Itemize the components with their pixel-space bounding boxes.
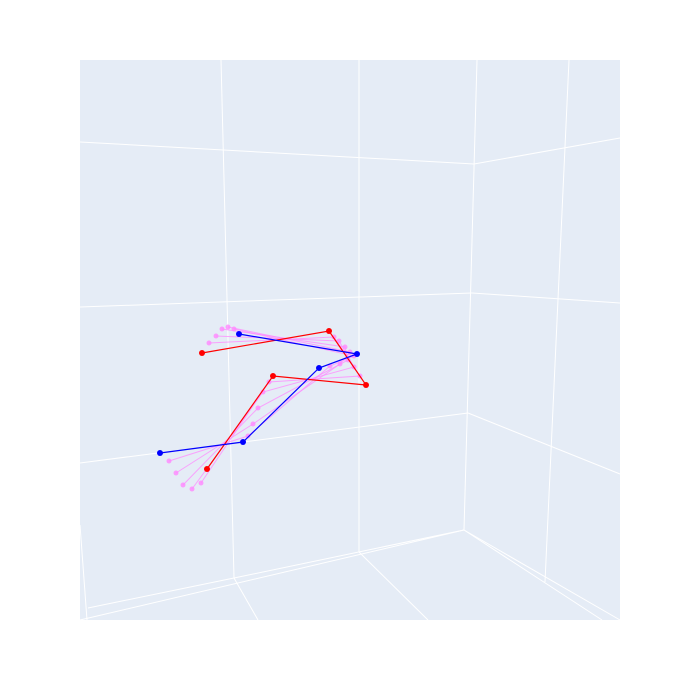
data-point[interactable] [180, 482, 186, 488]
scene-background [80, 60, 620, 620]
data-point[interactable] [342, 344, 348, 350]
data-point[interactable] [213, 333, 219, 339]
data-point[interactable] [198, 480, 204, 486]
data-point[interactable] [354, 351, 360, 357]
data-point[interactable] [316, 365, 322, 371]
data-point[interactable] [240, 439, 246, 445]
gridline [358, 551, 429, 621]
data-traces [157, 324, 369, 492]
data-point[interactable] [206, 340, 212, 346]
gridline [467, 412, 621, 475]
gridline [79, 412, 469, 464]
data-point[interactable] [245, 433, 251, 439]
gridline [233, 577, 259, 621]
gridline [544, 59, 570, 583]
data-point[interactable] [236, 331, 242, 337]
gridline [233, 529, 465, 579]
gridline [87, 577, 235, 609]
series-1 [157, 331, 360, 456]
data-point[interactable] [199, 350, 205, 356]
data-point[interactable] [204, 466, 210, 472]
data-point[interactable] [225, 324, 231, 330]
gridline [463, 529, 603, 621]
series-4 [180, 326, 351, 488]
data-point[interactable] [250, 421, 256, 427]
data-point[interactable] [336, 338, 342, 344]
gridline [463, 529, 621, 621]
gridline [79, 524, 88, 621]
data-point[interactable] [219, 326, 225, 332]
data-point[interactable] [157, 450, 163, 456]
data-point[interactable] [166, 458, 172, 464]
series-0 [199, 328, 369, 472]
data-point[interactable] [363, 382, 369, 388]
data-point[interactable] [255, 405, 261, 411]
data-point[interactable] [173, 470, 179, 476]
data-point[interactable] [260, 389, 266, 395]
gridline [471, 292, 621, 304]
gridline [473, 137, 621, 165]
data-point[interactable] [189, 486, 195, 492]
data-point[interactable] [231, 326, 237, 332]
data-point[interactable] [326, 328, 332, 334]
gridline [463, 59, 478, 531]
scene-gridlines [79, 59, 621, 621]
data-point[interactable] [270, 373, 276, 379]
gridline [79, 529, 465, 621]
gridline [220, 59, 235, 579]
gridline [79, 292, 473, 308]
gridline [79, 141, 475, 165]
